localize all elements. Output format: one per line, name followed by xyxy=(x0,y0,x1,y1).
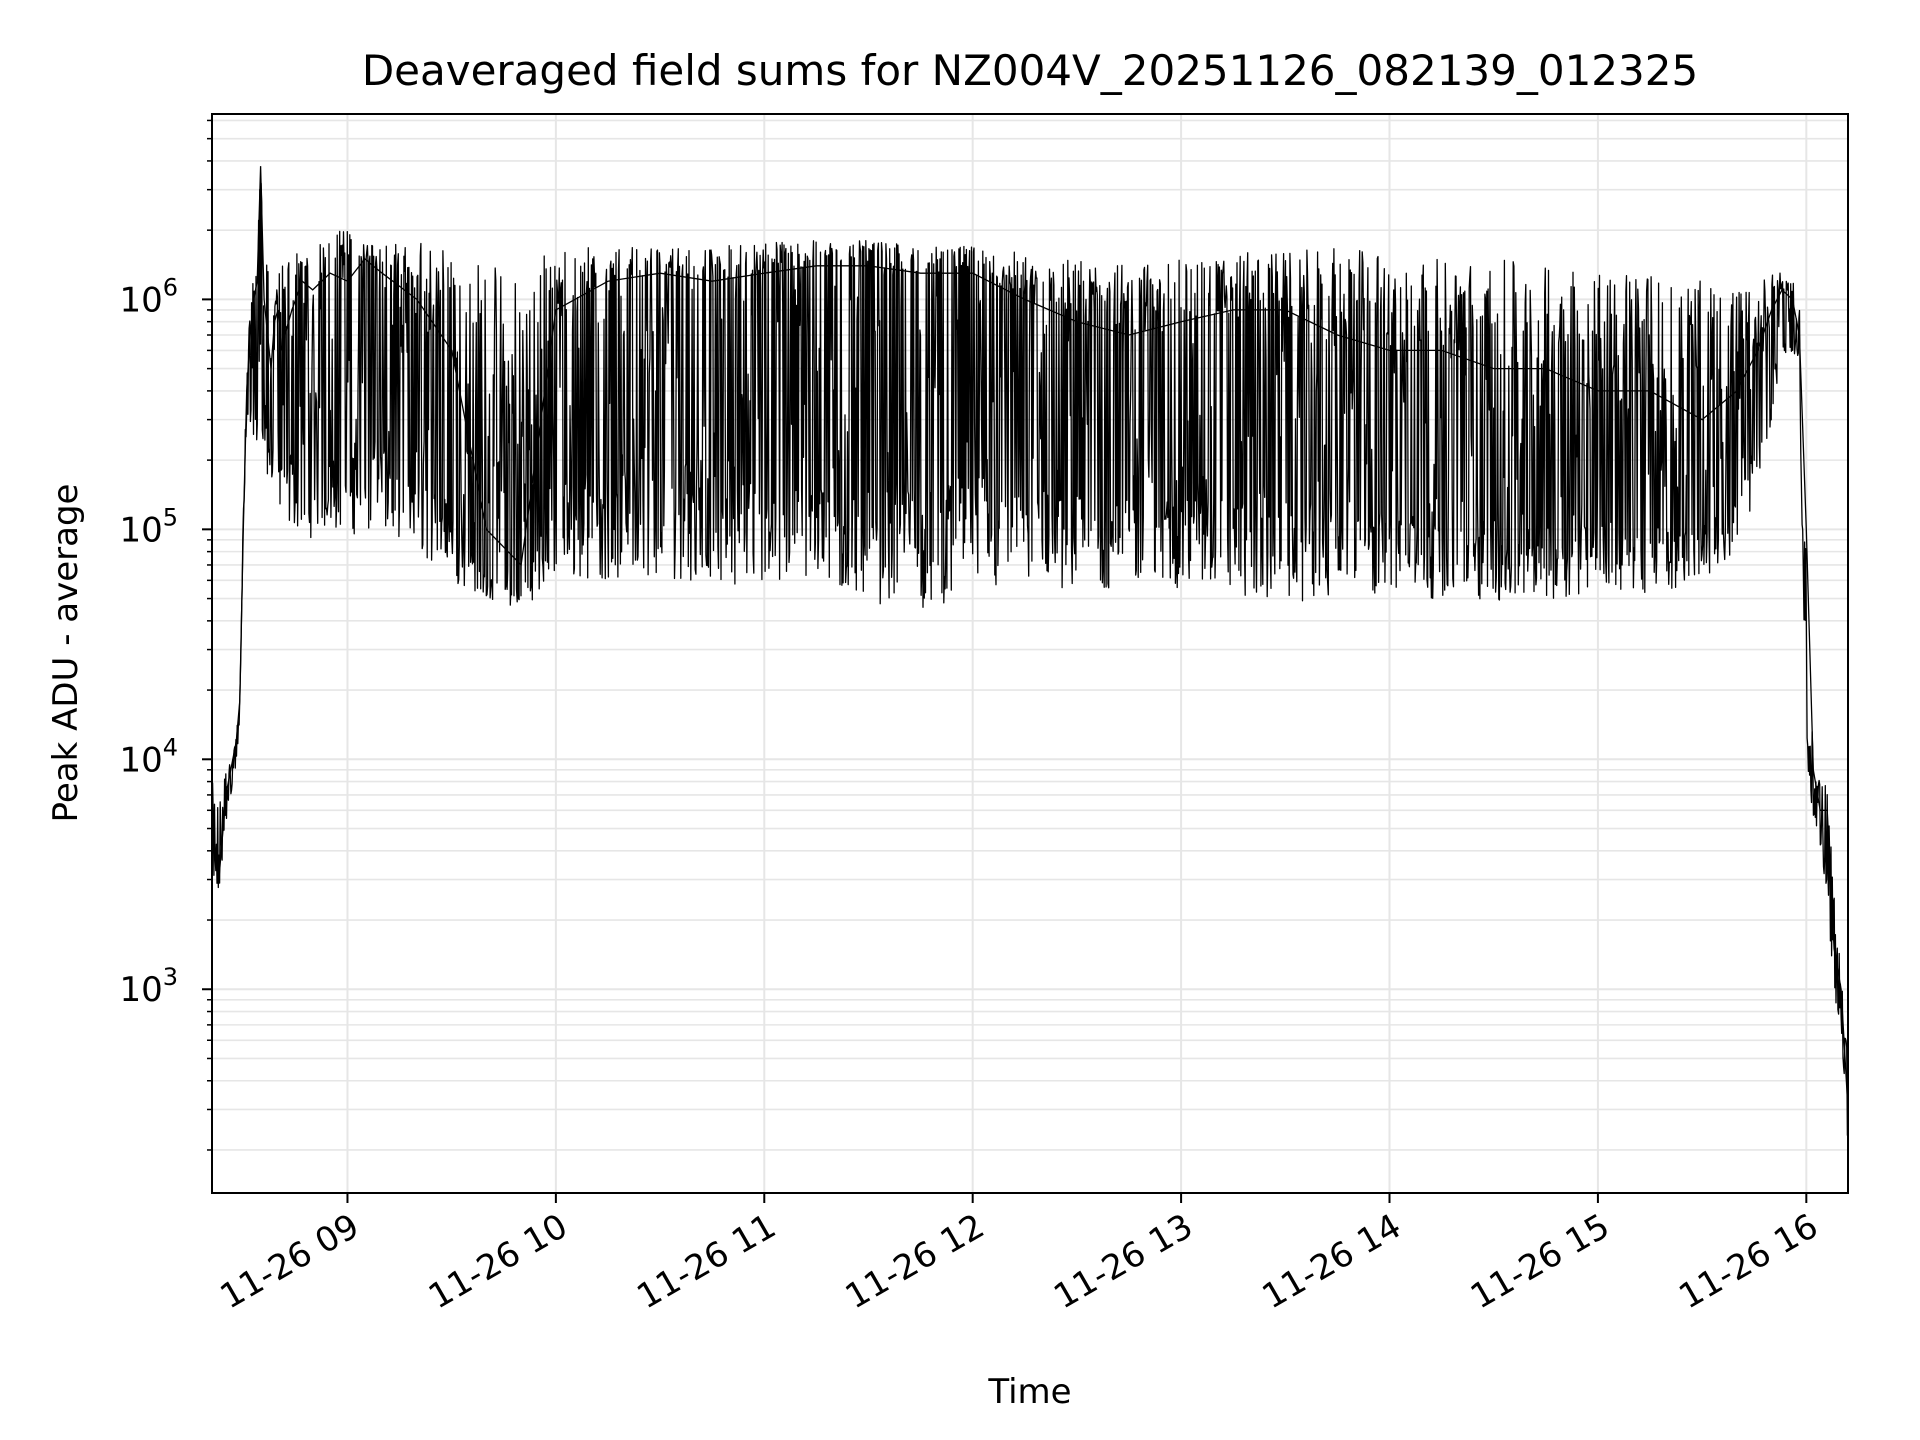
series-layer xyxy=(211,166,1849,1136)
y-tick-label: 103 xyxy=(119,963,178,1010)
plot-frame xyxy=(211,113,1849,1194)
y-axis: 103 104 105 106 xyxy=(119,119,212,1151)
y-tick-label: 106 xyxy=(119,273,178,320)
series-line xyxy=(211,182,1849,1136)
y-axis-label: Peak ADU - average xyxy=(46,484,86,823)
y-tick-label: 104 xyxy=(119,733,178,780)
chart-title: Deaveraged field sums for NZ004V_2025112… xyxy=(362,46,1698,95)
x-axis-label: Time xyxy=(987,1372,1071,1412)
y-tick-label: 105 xyxy=(119,503,178,550)
grid xyxy=(212,114,1848,1193)
series-median-line xyxy=(211,166,1849,1110)
